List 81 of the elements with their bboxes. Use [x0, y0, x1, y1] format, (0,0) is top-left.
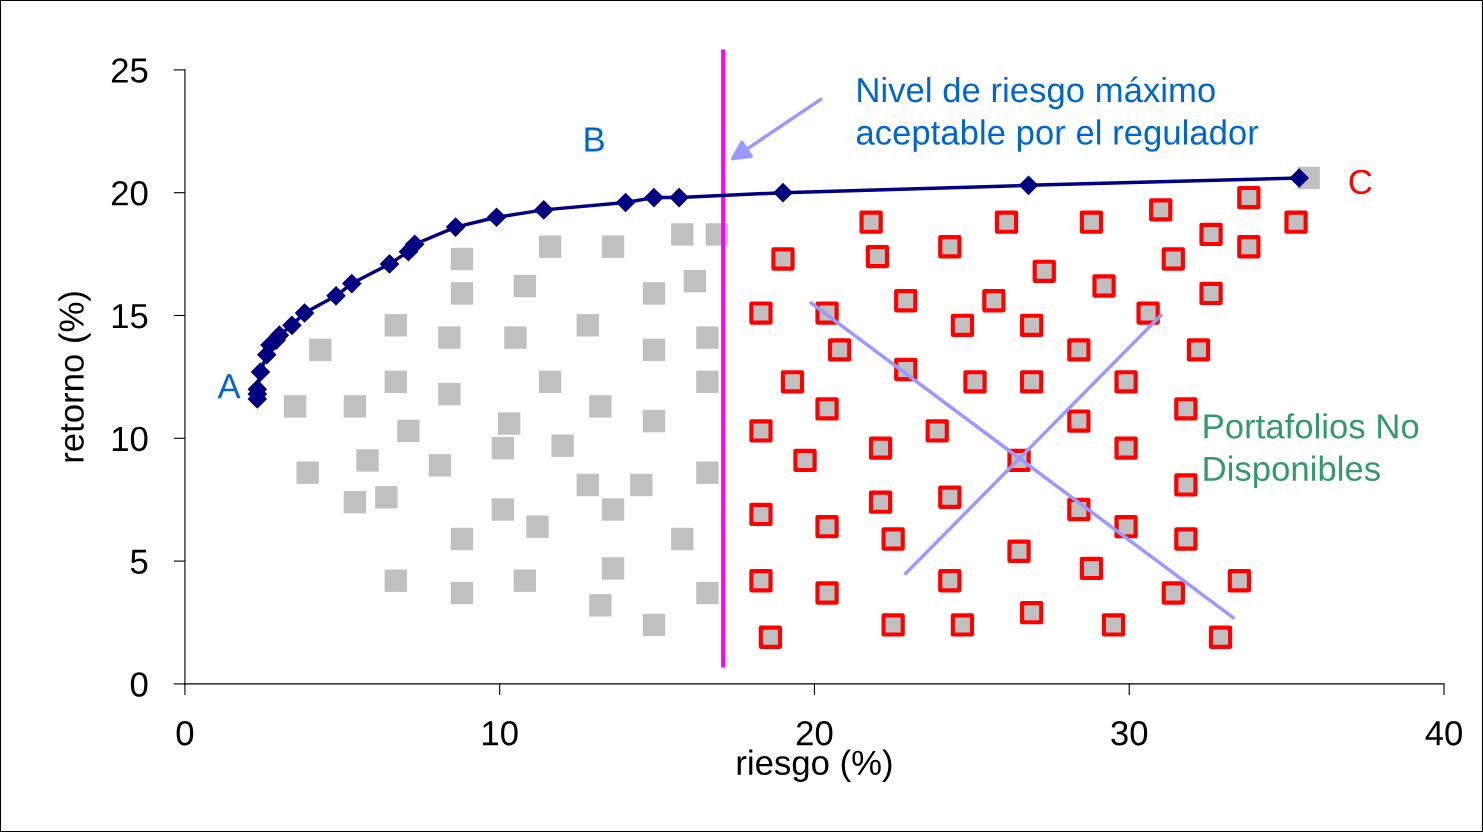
point: [642, 409, 666, 433]
point: [773, 183, 793, 203]
point: [576, 473, 600, 497]
point: [696, 326, 719, 349]
y-tick-label: 10: [112, 426, 148, 452]
point: [526, 515, 549, 538]
point: [491, 436, 515, 460]
point: [538, 370, 562, 394]
point: [487, 207, 507, 227]
point: [438, 382, 461, 406]
annotation: B: [585, 127, 604, 152]
point: [504, 326, 527, 349]
point: [342, 274, 362, 294]
point: [356, 449, 379, 472]
point: [642, 282, 666, 305]
point: [669, 188, 689, 208]
point: [295, 303, 315, 323]
point: [551, 434, 574, 457]
point: [589, 395, 612, 418]
point: [384, 370, 408, 394]
point: [384, 314, 408, 337]
point: [1289, 168, 1309, 188]
point: [450, 527, 474, 551]
y-axis-title: retorno (%): [58, 292, 91, 462]
annotation: C: [1349, 169, 1372, 195]
point: [450, 282, 474, 305]
point: [438, 326, 461, 349]
point: [696, 370, 719, 394]
x-axis-title: riesgo (%): [737, 749, 892, 782]
point: [309, 338, 332, 362]
point: [283, 395, 307, 418]
point: [513, 274, 537, 298]
point: [343, 395, 367, 418]
y-tick-label: 0: [130, 672, 148, 697]
point: [379, 254, 400, 274]
y-tick-label: 5: [130, 549, 148, 575]
point: [296, 461, 319, 484]
point: [491, 498, 515, 521]
point: [589, 594, 612, 617]
point: [250, 362, 271, 382]
point: [428, 454, 452, 477]
point: [326, 286, 346, 306]
point: [616, 192, 636, 213]
annotation: Nivel de riesgo máximo aceptable por el regulador: [856, 76, 1259, 152]
annotation: A: [217, 374, 241, 399]
point: [601, 235, 625, 258]
x-tick-label: 40: [1425, 720, 1462, 746]
annotation: Portafolios No Disponibles: [1204, 413, 1419, 488]
point: [1018, 175, 1039, 195]
point: [538, 235, 562, 258]
y-tick-label: 15: [112, 304, 148, 329]
point: [343, 490, 367, 514]
point: [696, 581, 719, 605]
point: [534, 200, 554, 220]
point: [384, 569, 408, 592]
point: [405, 234, 425, 254]
point: [513, 569, 537, 592]
point: [683, 269, 707, 293]
point: [282, 315, 302, 335]
point: [497, 412, 521, 435]
point: [576, 314, 600, 337]
point: [630, 473, 653, 497]
point: [450, 581, 474, 605]
x-tick-label: 20: [796, 720, 833, 746]
point: [601, 557, 625, 580]
y-tick-label: 20: [111, 181, 148, 206]
point: [642, 613, 666, 637]
point: [671, 527, 694, 551]
point: [696, 461, 719, 484]
point: [642, 338, 666, 362]
point: [601, 498, 625, 521]
y-tick-label: 25: [111, 58, 148, 83]
point: [446, 217, 466, 237]
point: [644, 188, 664, 208]
x-tick-label: 30: [1111, 720, 1148, 746]
point: [397, 419, 420, 443]
x-tick-label: 0: [176, 720, 194, 746]
point: [450, 247, 474, 271]
point: [671, 223, 694, 246]
point: [375, 486, 398, 509]
x-tick-label: 10: [483, 720, 518, 746]
